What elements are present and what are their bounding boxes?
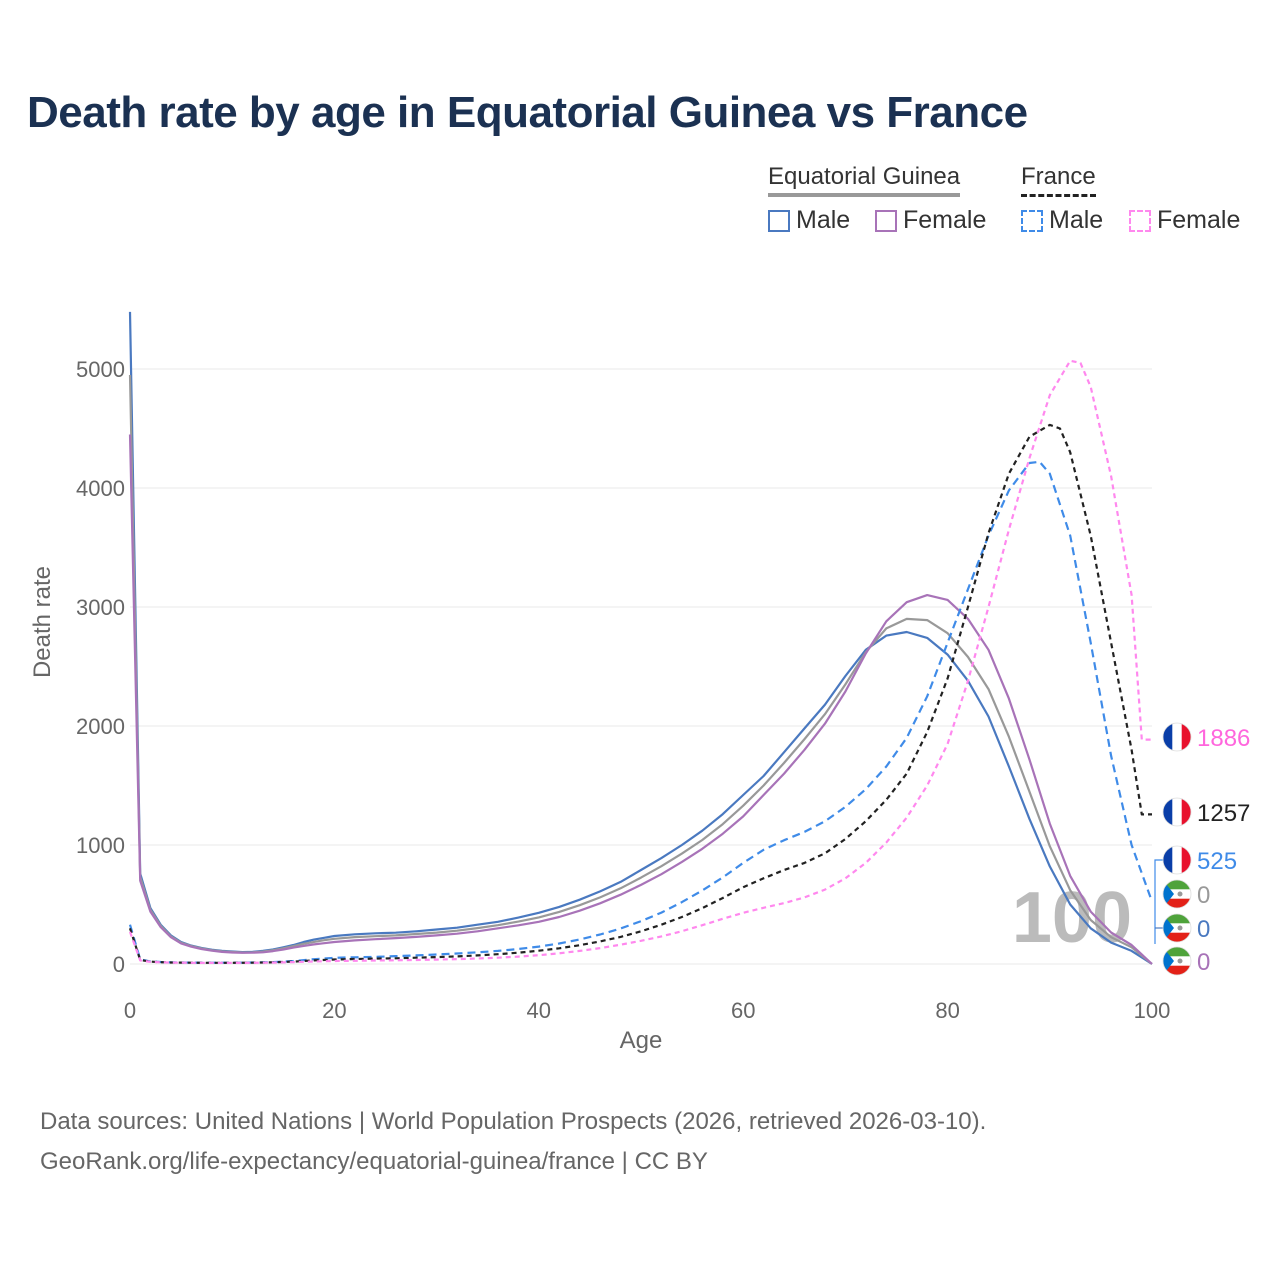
france-flag-icon: [1163, 723, 1191, 751]
label-connector: [1154, 859, 1163, 944]
legend-group-equatorial-guinea[interactable]: Equatorial Guinea: [768, 163, 961, 197]
x-axis-label: Age: [620, 1027, 663, 1054]
legend-item-label: Male: [1049, 206, 1104, 234]
legend-item-label: Male: [796, 206, 851, 234]
end-value-label: 525: [1197, 848, 1237, 875]
y-tick-label: 4000: [76, 476, 125, 501]
legend-item-eg-female[interactable]: Female: [875, 206, 986, 235]
legend-item-fr-male[interactable]: Male: [1021, 206, 1103, 235]
end-value-label: 1257: [1197, 800, 1250, 827]
end-label-france: 1886: [1162, 722, 1250, 752]
source-line-2[interactable]: GeoRank.org/life-expectancy/equatorial-g…: [40, 1148, 708, 1175]
legend-item-label: Female: [903, 206, 987, 234]
x-tick-label: 40: [527, 998, 551, 1023]
legend-item-label: Female: [1157, 206, 1241, 234]
series-line-equatorial-guinea-female[interactable]: [128, 434, 1153, 965]
legend-swatch: [1129, 209, 1151, 232]
legend-group-label: France: [1021, 163, 1096, 190]
x-tick-label: 100: [1134, 998, 1171, 1023]
y-tick-label: 5000: [76, 357, 125, 382]
watermark-year: 100: [1012, 878, 1132, 958]
series-line-france-female[interactable]: [128, 359, 1152, 964]
legend-swatch: [768, 209, 790, 232]
end-value-label: 0: [1197, 916, 1210, 943]
legend-group-underline: [768, 193, 961, 197]
end-label-equatorial-guinea: 0: [1162, 913, 1210, 943]
legend-swatch: [875, 209, 897, 232]
legend-item-fr-female[interactable]: Female: [1129, 206, 1240, 235]
x-tick-label: 0: [124, 998, 136, 1023]
source-line-1: Data sources: United Nations | World Pop…: [40, 1108, 987, 1135]
end-label-france: 525: [1162, 845, 1237, 875]
series-line-france-total[interactable]: [128, 423, 1152, 964]
y-tick-label: 0: [113, 952, 125, 977]
y-axis-label: Death rate: [29, 566, 56, 678]
chart-area: 100 0 1000 2000 3000 4000 5000 0 20 40 60 80 100 18…: [29, 311, 1250, 1054]
y-tick-label: 1000: [76, 833, 125, 858]
legend-group-underline: [1021, 194, 1096, 197]
france-flag-icon: [1163, 846, 1191, 874]
series-line-equatorial-guinea-total[interactable]: [128, 374, 1153, 965]
legend-group-france[interactable]: France: [1021, 163, 1096, 197]
end-label-france: 1257: [1162, 797, 1250, 827]
equatorial-guinea-flag-icon: [1163, 880, 1191, 908]
series-line-equatorial-guinea-male[interactable]: [128, 311, 1153, 965]
y-tick-label: 3000: [76, 595, 125, 620]
legend-group-label: Equatorial Guinea: [768, 163, 961, 190]
y-tick-label: 2000: [76, 714, 125, 739]
france-flag-icon: [1163, 798, 1191, 826]
end-label-equatorial-guinea: 0: [1162, 879, 1210, 909]
legend-swatch: [1021, 209, 1043, 232]
x-tick-label: 60: [731, 998, 755, 1023]
equatorial-guinea-flag-icon: [1163, 914, 1191, 942]
chart-title: Death rate by age in Equatorial Guinea v…: [27, 88, 1028, 137]
equatorial-guinea-flag-icon: [1163, 947, 1191, 975]
legend-item-eg-male[interactable]: Male: [768, 206, 850, 235]
end-value-label: 1886: [1197, 725, 1250, 752]
end-value-label: 0: [1197, 882, 1210, 909]
x-tick-label: 80: [935, 998, 959, 1023]
end-value-label: 0: [1197, 949, 1210, 976]
end-label-equatorial-guinea: 0: [1162, 946, 1210, 976]
x-tick-label: 20: [322, 998, 346, 1023]
